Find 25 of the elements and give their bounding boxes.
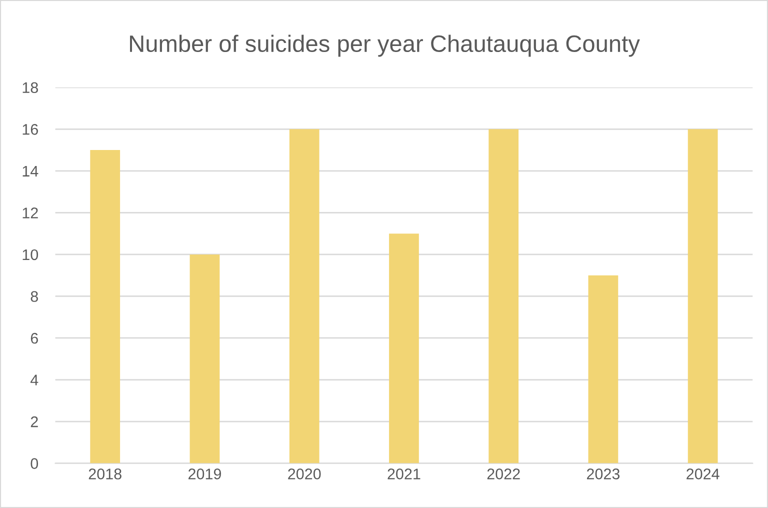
y-tick-label: 0	[30, 458, 38, 469]
x-tick-label: 2018	[88, 468, 122, 480]
bar	[190, 254, 220, 464]
y-tick-label: 16	[22, 124, 38, 135]
bar	[588, 275, 618, 464]
chart-title: Number of suicides per year Chautauqua County	[130, 34, 640, 57]
y-tick-label: 14	[22, 166, 38, 176]
bar	[688, 129, 718, 464]
y-tick-label: 8	[30, 291, 38, 302]
bar	[289, 129, 320, 464]
bar	[488, 129, 519, 464]
x-tick-label: 2021	[388, 468, 420, 480]
x-tick-label: 2024	[686, 468, 720, 480]
y-tick-label: 10	[22, 249, 38, 260]
x-tick-label: 2023	[586, 468, 620, 480]
y-tick-label: 2	[30, 416, 38, 428]
y-tick-label: 18	[22, 82, 38, 94]
bar	[90, 150, 120, 464]
y-tick-label: 12	[22, 208, 38, 218]
y-tick-label: 6	[30, 332, 38, 344]
x-tick-label: 2019	[188, 468, 221, 480]
x-tick-label: 2022	[487, 468, 520, 480]
x-tick-label: 2020	[288, 468, 321, 480]
bar	[389, 234, 419, 464]
y-tick-label: 4	[30, 374, 38, 386]
